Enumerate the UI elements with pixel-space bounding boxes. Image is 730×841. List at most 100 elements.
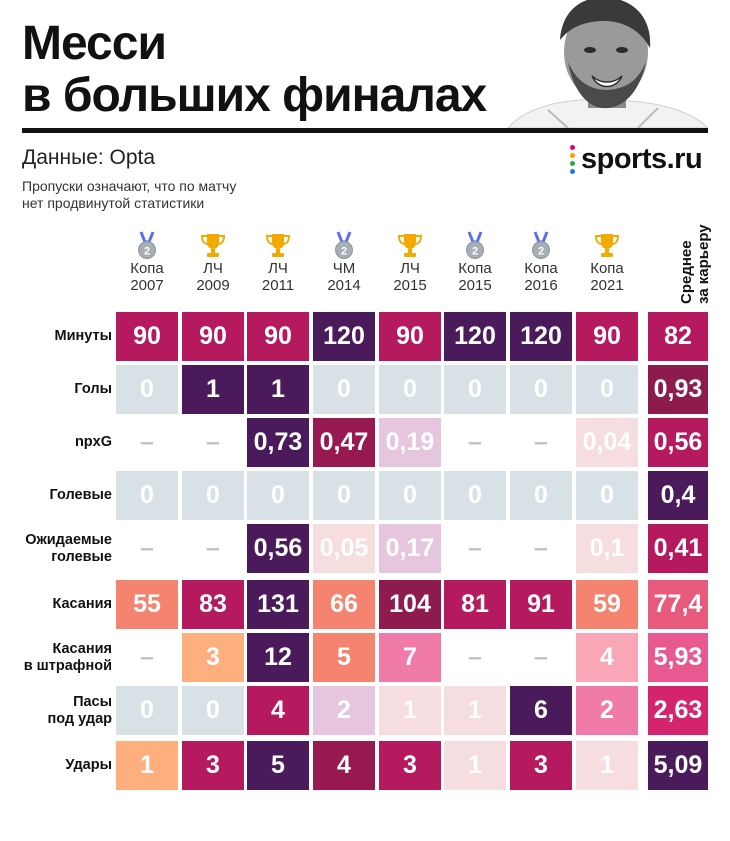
data-cell: 91 — [510, 580, 572, 629]
row-label: Пасы под удар — [0, 686, 113, 735]
row-label: Голы — [0, 365, 112, 414]
data-cell: 3 — [182, 741, 244, 790]
data-cell: 1 — [116, 741, 178, 790]
data-cell: 55 — [116, 580, 178, 629]
row-label-line: Касания — [52, 596, 112, 612]
data-cell: 90 — [576, 312, 638, 361]
column-header-year: 2015 — [393, 277, 427, 294]
row-label: Удары — [0, 741, 112, 790]
row-label-line: Минуты — [54, 328, 112, 344]
column-header-year: 2015 — [458, 277, 492, 294]
row-label-line: npxG — [74, 434, 112, 450]
data-cell: 0,1 — [576, 524, 638, 573]
column-header: 2 Копа 2007 — [116, 226, 178, 294]
data-cell: 0 — [379, 365, 441, 414]
logo-text: sports.ru — [581, 142, 703, 175]
data-cell: 1 — [182, 365, 244, 414]
column-header: 2 ЧМ 2014 — [313, 226, 375, 294]
column-header: Копа 2021 — [576, 226, 638, 294]
column-header-year: 2014 — [327, 277, 361, 294]
column-header-tournament: Копа — [590, 260, 624, 277]
data-cell: 83 — [182, 580, 244, 629]
row-label: Ожидаемые голевые — [0, 524, 112, 573]
data-cell: 4 — [313, 741, 375, 790]
data-cell: 0,56 — [247, 524, 309, 573]
data-cell: 59 — [576, 580, 638, 629]
data-cell: 0 — [510, 471, 572, 520]
column-header: ЛЧ 2009 — [182, 226, 244, 294]
footnote: Пропуски означают, что по матчу нет прод… — [22, 178, 352, 212]
data-cell: 2 — [576, 686, 638, 735]
data-cell: 0 — [116, 471, 178, 520]
average-header-line-2: за карьеру — [695, 224, 712, 304]
data-source: Данные: Opta — [22, 146, 156, 169]
data-cell: 7 — [379, 633, 441, 682]
data-cell: 0 — [247, 471, 309, 520]
column-header-tournament: ЧМ — [332, 260, 356, 277]
column-header-tournament: Копа — [524, 260, 558, 277]
column-header-year: 2011 — [261, 277, 295, 294]
data-cell: – — [206, 428, 220, 456]
average-cell: 82 — [648, 312, 708, 361]
data-cell: 90 — [247, 312, 309, 361]
column-header: 2 Копа 2015 — [444, 226, 506, 294]
data-cell: – — [468, 428, 482, 456]
column-header-year: 2007 — [130, 277, 164, 294]
data-cell: 0,47 — [313, 418, 375, 467]
data-cell: 4 — [576, 633, 638, 682]
data-cell: 1 — [444, 741, 506, 790]
logo-dot — [570, 160, 575, 166]
footnote-line-2: нет продвинутой статистики — [22, 195, 205, 211]
data-cell: 1 — [576, 741, 638, 790]
average-header-line-1: Среднее — [678, 240, 695, 304]
svg-text:2: 2 — [472, 246, 478, 258]
data-cell: 3 — [510, 741, 572, 790]
player-photo-illustration — [488, 0, 708, 128]
silver-medal-icon: 2 — [313, 226, 375, 260]
data-cell: 4 — [247, 686, 309, 735]
data-cell: 5 — [313, 633, 375, 682]
average-cell: 5,09 — [648, 741, 708, 790]
average-header-label: Среднее за карьеру — [678, 224, 712, 304]
data-cell: – — [140, 643, 154, 671]
footnote-line-1: Пропуски означают, что по матчу — [22, 178, 237, 194]
data-cell: 104 — [379, 580, 441, 629]
logo-dot — [570, 152, 575, 158]
data-cell: 0,73 — [247, 418, 309, 467]
average-cell: 0,41 — [648, 524, 708, 573]
row-label-line: Ожидаемые — [25, 531, 112, 548]
data-cell: 1 — [247, 365, 309, 414]
silver-medal-icon: 2 — [116, 226, 178, 260]
column-header-year: 2021 — [590, 277, 624, 294]
column-header-tournament: ЛЧ — [203, 260, 223, 277]
average-column-header: Среднее за карьеру — [648, 218, 712, 304]
page-title: Месси в больших финалах — [22, 17, 487, 122]
column-header: 2 Копа 2016 — [510, 226, 572, 294]
data-cell: 120 — [313, 312, 375, 361]
data-cell: 0,17 — [379, 524, 441, 573]
row-label-line: Голы — [74, 381, 112, 397]
data-cell: 0 — [576, 365, 638, 414]
data-cell: 120 — [510, 312, 572, 361]
data-cell: 0 — [510, 365, 572, 414]
data-cell: 81 — [444, 580, 506, 629]
logo-dot — [570, 144, 575, 150]
average-cell: 5,93 — [648, 633, 708, 682]
row-label: Голевые — [0, 471, 112, 520]
column-header-tournament: ЛЧ — [268, 260, 288, 277]
data-cell: – — [206, 534, 220, 562]
trophy-icon — [576, 226, 638, 260]
average-cell: 0,93 — [648, 365, 708, 414]
average-cell: 0,4 — [648, 471, 708, 520]
data-cell: 0 — [116, 686, 178, 735]
data-cell: 90 — [379, 312, 441, 361]
data-cell: 0,19 — [379, 418, 441, 467]
row-label-line: Касания — [52, 640, 112, 657]
data-cell: 0 — [116, 365, 178, 414]
data-cell: 6 — [510, 686, 572, 735]
data-cell: 0,05 — [313, 524, 375, 573]
trophy-icon — [379, 226, 441, 260]
title-line-1: Месси — [22, 17, 167, 70]
row-label: Минуты — [0, 312, 112, 361]
row-label-line: Голевые — [49, 487, 112, 503]
